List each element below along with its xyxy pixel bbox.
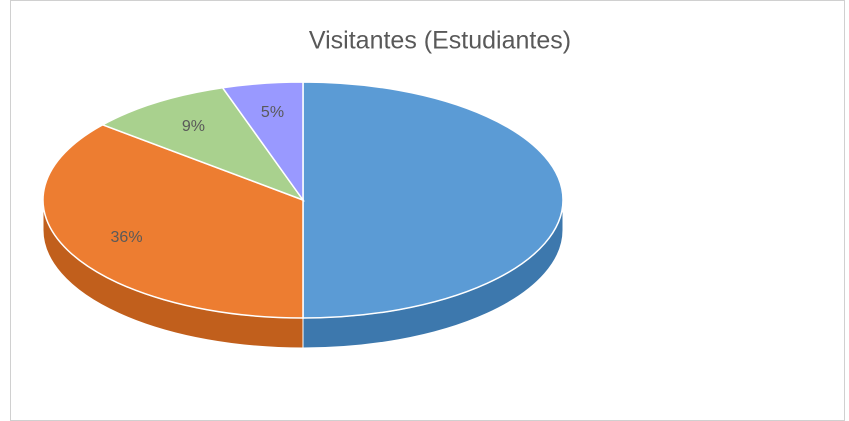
data-label: 36% — [111, 229, 143, 246]
pie-slice — [221, 81, 304, 203]
data-label: 5% — [261, 104, 284, 121]
pie-slice — [302, 81, 564, 319]
pie-slice — [42, 123, 304, 319]
data-label: 9% — [182, 118, 205, 135]
chart-title: Visitantes (Estudiantes) — [309, 27, 571, 55]
pie-slice — [100, 86, 306, 202]
